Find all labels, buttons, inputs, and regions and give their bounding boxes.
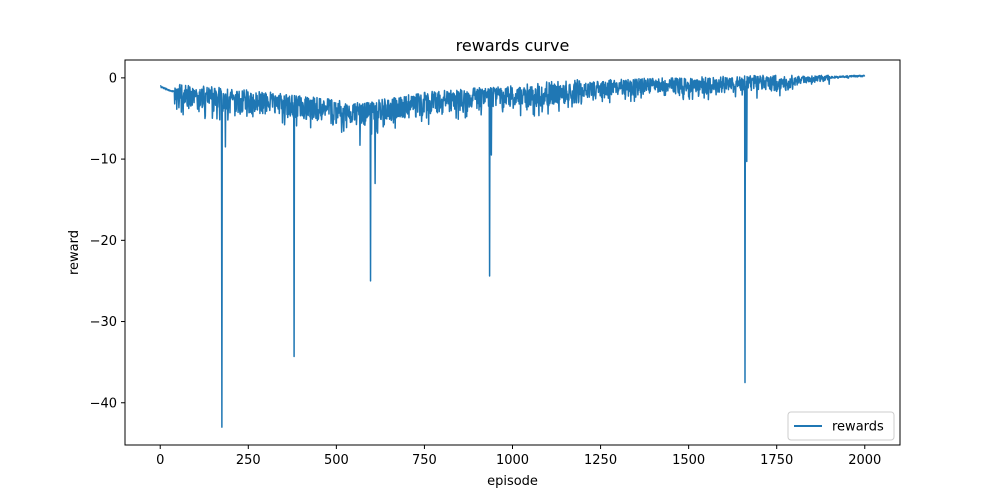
legend-box <box>787 411 895 441</box>
x-tick-label: 500 <box>324 453 349 468</box>
y-tick-label: 0 <box>109 71 117 86</box>
x-tick-label: 750 <box>412 453 437 468</box>
y-tick-label: −40 <box>90 396 117 411</box>
x-tick-label: 1250 <box>584 453 617 468</box>
x-tick-label: 2000 <box>848 453 881 468</box>
x-tick-label: 1750 <box>760 453 793 468</box>
y-tick-label: −20 <box>90 234 117 249</box>
legend-label-rewards: rewards <box>832 420 884 435</box>
y-axis-label: reward <box>67 230 82 275</box>
x-axis-ticks: 0 250 500 750 1000 1250 1500 1750 2000 <box>156 445 881 468</box>
y-tick-label: −10 <box>90 153 117 168</box>
x-tick-label: 250 <box>236 453 261 468</box>
y-tick-label: −30 <box>90 315 117 330</box>
series-line-rewards <box>159 74 866 428</box>
y-axis-ticks: 0 −10 −20 −30 −40 <box>90 71 125 411</box>
chart-title: rewards curve <box>456 36 570 55</box>
legend: rewards <box>787 411 895 441</box>
x-tick-label: 1000 <box>496 453 529 468</box>
plot-background <box>125 60 900 445</box>
x-tick-label: 1500 <box>672 453 705 468</box>
x-tick-label: 0 <box>156 453 164 468</box>
x-axis-label: episode <box>487 474 538 489</box>
series-rewards <box>159 74 866 428</box>
